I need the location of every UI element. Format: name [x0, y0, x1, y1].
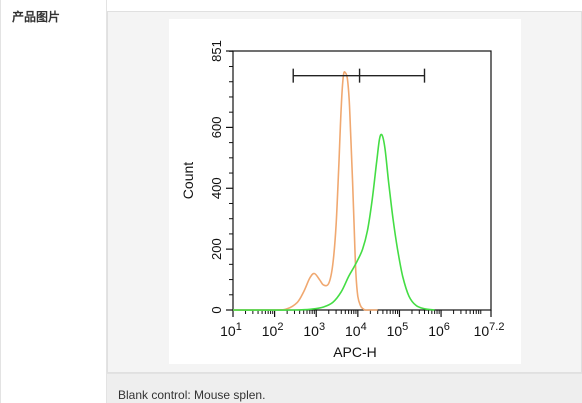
series-2-line — [232, 133, 435, 311]
y-tick-label: 600 — [209, 117, 224, 139]
x-tick-label: 106 — [428, 321, 450, 339]
x-tick-label: 101 — [220, 321, 242, 339]
y-axis-label: Count — [180, 162, 196, 199]
x-tick-label: 105 — [387, 321, 409, 339]
y-tick-label: 400 — [209, 177, 224, 199]
x-tick-label: 104 — [345, 321, 367, 339]
series-1-line — [232, 71, 378, 311]
left-table-border — [0, 0, 1, 403]
plot-frame — [232, 50, 492, 311]
y-tick-label: 200 — [209, 238, 224, 260]
x-axis-label: APC-H — [333, 344, 377, 360]
flow-cytometry-histogram: 0 200 400 600 851 101 102 103 104 105 106 107.2 Coun… — [169, 19, 521, 364]
histogram-svg: 0 200 400 600 851 101 102 103 104 105 106 107.2 Coun… — [180, 40, 505, 360]
y-tick-label: 851 — [209, 40, 224, 62]
x-tick-label: 102 — [262, 321, 284, 339]
x-tick-label: 103 — [303, 321, 325, 339]
product-image-cell: 0 200 400 600 851 101 102 103 104 105 106 107.2 Coun… — [106, 0, 582, 403]
y-tick-label: 0 — [209, 306, 224, 313]
caption-bar: Blank control: Mouse splen. — [107, 373, 582, 403]
product-image-label: 产品图片 — [12, 10, 61, 24]
x-tick-label: 107.2 — [474, 321, 505, 339]
product-image-frame: 0 200 400 600 851 101 102 103 104 105 106 107.2 Coun… — [107, 11, 582, 373]
image-caption: Blank control: Mouse splen. — [118, 388, 266, 402]
